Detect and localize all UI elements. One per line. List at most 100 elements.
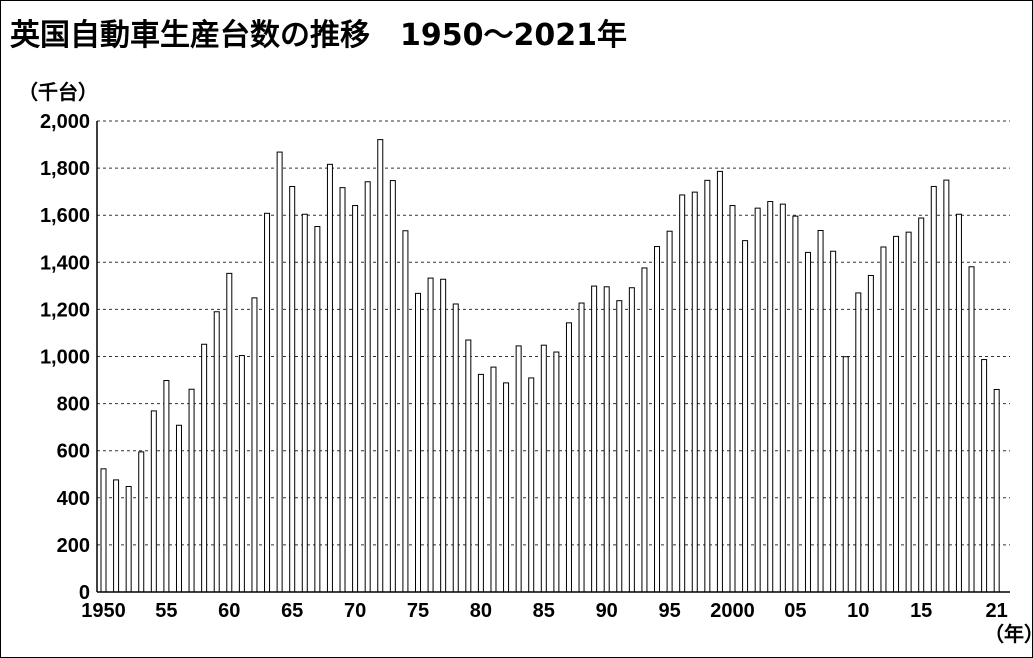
bar-1984 — [528, 377, 535, 593]
bar-2015 — [918, 217, 925, 593]
bar-1992 — [628, 287, 635, 593]
bar-1995 — [666, 230, 673, 593]
bar-2016 — [930, 185, 937, 593]
bar-1960 — [226, 272, 233, 593]
x-axis-unit-label: （年） — [984, 622, 1033, 646]
y-tick-label: 600 — [57, 441, 90, 463]
bar-2019 — [968, 266, 975, 593]
bar-1967 — [314, 226, 321, 593]
y-tick-label: 1,600 — [40, 205, 90, 227]
x-tick-label: 60 — [218, 600, 240, 622]
bar-1974 — [402, 230, 409, 593]
bar-2017 — [943, 179, 950, 593]
x-tick-label: 80 — [470, 600, 492, 622]
bar-2018 — [955, 213, 962, 593]
bar-1953 — [138, 451, 145, 593]
chart-title: 英国自動車生産台数の推移 1950～2021年 — [10, 18, 627, 53]
y-tick-label: 1,000 — [40, 347, 90, 369]
bar-2014 — [905, 231, 912, 593]
bar-2020 — [981, 359, 988, 593]
bar-1965 — [289, 185, 296, 593]
x-tick-label: 90 — [596, 600, 618, 622]
bar-1968 — [326, 163, 333, 593]
bar-2003 — [767, 201, 774, 593]
bar-2002 — [754, 207, 761, 593]
bar-2012 — [880, 246, 887, 593]
bar-1973 — [389, 180, 396, 593]
bar-2010 — [855, 292, 862, 593]
y-tick-label: 200 — [57, 535, 90, 557]
bar-1997 — [691, 191, 698, 593]
y-tick-label: 1,400 — [40, 252, 90, 274]
bar-1981 — [490, 366, 497, 593]
bar-1996 — [679, 194, 686, 593]
bar-1962 — [251, 297, 258, 593]
bar-1999 — [716, 170, 723, 593]
bar-1982 — [503, 382, 510, 593]
bar-2008 — [830, 250, 837, 593]
bar-1991 — [616, 300, 623, 593]
bar-1978 — [452, 303, 459, 593]
bar-1989 — [591, 285, 598, 593]
bar-2005 — [792, 215, 799, 593]
bar-1961 — [238, 355, 245, 593]
x-tick-label: 05 — [784, 600, 806, 622]
axes — [96, 121, 1010, 593]
bar-2011 — [867, 274, 874, 593]
bar-1983 — [515, 345, 522, 593]
y-tick-labels: 0 200 400 600 800 1,000 1,200 1,400 1,600 1,800 2,… — [40, 111, 90, 604]
bar-1952 — [125, 485, 132, 593]
bar-2013 — [893, 235, 900, 593]
y-tick-label: 1,200 — [40, 299, 90, 321]
bar-1957 — [188, 388, 195, 593]
bar-1985 — [540, 344, 547, 593]
x-tick-label: 55 — [155, 600, 177, 622]
x-tick-labels: 1950 55 60 65 70 75 80 85 90 95 2000 05 10 15 21 — [81, 600, 1008, 622]
bar-2021 — [993, 388, 1000, 593]
bar-1994 — [654, 246, 661, 593]
bar-1976 — [427, 277, 434, 593]
bar-1990 — [603, 286, 610, 593]
bar-1975 — [415, 292, 421, 593]
x-tick-label: 65 — [281, 600, 303, 622]
y-tick-label: 800 — [57, 394, 90, 416]
bar-2004 — [779, 203, 786, 593]
bar-1970 — [352, 205, 359, 593]
bar-1954 — [150, 410, 157, 593]
bar-1987 — [565, 322, 572, 593]
y-tick-label: 400 — [57, 488, 90, 510]
x-tick-label: 70 — [344, 600, 366, 622]
x-tick-label: 1950 — [81, 600, 126, 622]
bar-1966 — [301, 213, 308, 593]
x-tick-label: 95 — [658, 600, 680, 622]
x-tick-label: 2000 — [710, 600, 755, 622]
bar-1977 — [440, 278, 447, 593]
bars — [100, 139, 1000, 593]
bar-1963 — [264, 212, 271, 593]
bar-1986 — [553, 351, 560, 593]
bar-1950 — [100, 468, 107, 593]
bar-1951 — [113, 479, 120, 593]
bar-1955 — [163, 380, 170, 593]
bar-1959 — [213, 311, 220, 593]
bar-1998 — [704, 179, 711, 593]
bar-1964 — [276, 151, 283, 593]
bar-1979 — [465, 339, 472, 593]
bar-1980 — [477, 373, 484, 593]
x-tick-label: 75 — [407, 600, 429, 622]
bar-2006 — [804, 251, 811, 593]
bar-1993 — [641, 267, 648, 593]
x-tick-label: 21 — [986, 600, 1008, 622]
x-tick-label: 85 — [533, 600, 555, 622]
bar-2001 — [742, 240, 749, 593]
y-tick-label: 2,000 — [40, 111, 90, 133]
bar-1971 — [364, 181, 371, 593]
bar-1956 — [175, 424, 182, 593]
bar-1972 — [377, 139, 384, 593]
bar-2009 — [842, 356, 849, 593]
bar-1958 — [201, 343, 208, 593]
x-tick-label: 15 — [910, 600, 932, 622]
bar-1988 — [578, 302, 585, 593]
y-tick-label: 0 — [79, 582, 90, 604]
